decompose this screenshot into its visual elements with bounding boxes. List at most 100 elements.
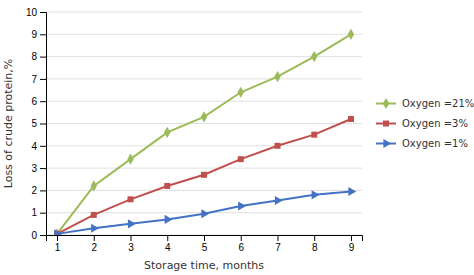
marker	[128, 219, 136, 228]
tick: 6	[31, 96, 46, 107]
tick: 9	[349, 235, 355, 253]
tick-label: 3	[31, 163, 37, 174]
series-group	[54, 29, 356, 235]
tick-mark	[57, 235, 58, 241]
x-axis-title: Storage time, months	[144, 259, 264, 272]
marker	[165, 215, 173, 224]
legend-marker	[383, 139, 391, 148]
tick-label: 9	[31, 29, 37, 40]
tick-label: 3	[128, 242, 134, 253]
grid-line	[46, 34, 362, 35]
marker	[91, 224, 99, 233]
tick: 5	[31, 118, 46, 129]
tick-mark	[94, 235, 95, 241]
legend-marker	[383, 98, 389, 109]
legend-item: Oxygen =21%	[376, 98, 474, 109]
tick: 9	[31, 29, 46, 40]
tick: 0	[31, 230, 46, 241]
tick-label: 0	[31, 230, 37, 241]
chart: 1 2 3 4 5 6 7 8 9 0 1 2 3 4 5 6 7 8 9 10 Storage time, month…	[0, 0, 474, 275]
line	[57, 119, 351, 234]
marker	[54, 229, 62, 235]
grid	[46, 12, 362, 235]
marker	[127, 154, 133, 165]
tick-mark	[40, 12, 46, 13]
y-axis-title: Loss of crude protein,%	[2, 59, 15, 189]
tick: 8	[312, 235, 318, 253]
tick-label: 5	[31, 118, 37, 129]
axis-line	[40, 13, 47, 236]
marker	[201, 172, 207, 178]
marker	[238, 201, 246, 210]
tick: 8	[31, 51, 46, 62]
grid-line	[46, 145, 362, 146]
tick-label: 1	[55, 242, 61, 253]
grid-line	[46, 78, 362, 79]
tick-mark	[40, 168, 46, 169]
tick-mark	[167, 235, 168, 241]
marker	[312, 190, 320, 199]
tick-label: 8	[31, 51, 37, 62]
tick: 3	[31, 163, 46, 174]
tick-label: 4	[31, 141, 37, 152]
marker	[311, 132, 317, 138]
tick-mark	[40, 190, 46, 191]
tick-label: 6	[31, 96, 37, 107]
marker	[201, 209, 209, 218]
tick-label: 8	[312, 242, 318, 253]
marker	[91, 212, 97, 218]
tick: 4	[165, 235, 171, 253]
tick-mark	[131, 235, 132, 241]
marker	[128, 196, 134, 202]
tick-mark	[40, 146, 46, 147]
tick-mark	[40, 235, 46, 236]
legend-label: Oxygen =21%	[402, 98, 474, 109]
tick-label: 9	[349, 242, 355, 253]
tick: 2	[31, 185, 46, 196]
tick-mark	[241, 235, 242, 241]
tick-label: 10	[26, 7, 38, 18]
tick-label: 2	[91, 242, 97, 253]
tick: 6	[238, 235, 244, 253]
line	[57, 34, 351, 234]
marker	[91, 180, 97, 191]
marker	[274, 71, 280, 82]
tick-mark	[40, 124, 46, 125]
plot: 1 2 3 4 5 6 7 8 9 0 1 2 3 4 5 6 7 8 9 10	[26, 7, 363, 253]
tick-mark	[40, 101, 46, 102]
marker	[238, 156, 244, 162]
tick: 1	[55, 235, 61, 253]
marker	[348, 116, 354, 122]
tick: 7	[31, 74, 46, 85]
tick-label: 1	[31, 207, 37, 218]
tick: 2	[91, 235, 97, 253]
legend: Oxygen =21% Oxygen =3% Oxygen =1%	[376, 98, 474, 149]
tick-mark	[277, 235, 278, 241]
tick: 3	[128, 235, 134, 253]
tick-label: 5	[202, 242, 208, 253]
grid-line	[46, 101, 362, 102]
tick-mark	[40, 213, 46, 214]
marker	[164, 127, 170, 138]
axis-line	[47, 236, 363, 242]
legend-label: Oxygen =3%	[402, 118, 468, 129]
legend-marker	[383, 121, 389, 127]
grid-line	[46, 168, 362, 169]
tick-mark	[204, 235, 205, 241]
tick-label: 4	[165, 242, 171, 253]
grid-line	[46, 123, 362, 124]
marker	[201, 111, 207, 122]
marker	[275, 196, 283, 205]
tick: 5	[202, 235, 208, 253]
marker	[348, 187, 356, 196]
tick: 1	[31, 207, 46, 218]
y-axis: 0 1 2 3 4 5 6 7 8 9 10	[26, 7, 47, 241]
legend-label: Oxygen =1%	[402, 138, 468, 149]
marker	[274, 143, 280, 149]
tick-label: 7	[275, 242, 281, 253]
grid-line	[46, 12, 362, 13]
tick: 4	[31, 141, 46, 152]
marker	[238, 87, 244, 98]
marker	[164, 183, 170, 189]
tick-mark	[314, 235, 315, 241]
